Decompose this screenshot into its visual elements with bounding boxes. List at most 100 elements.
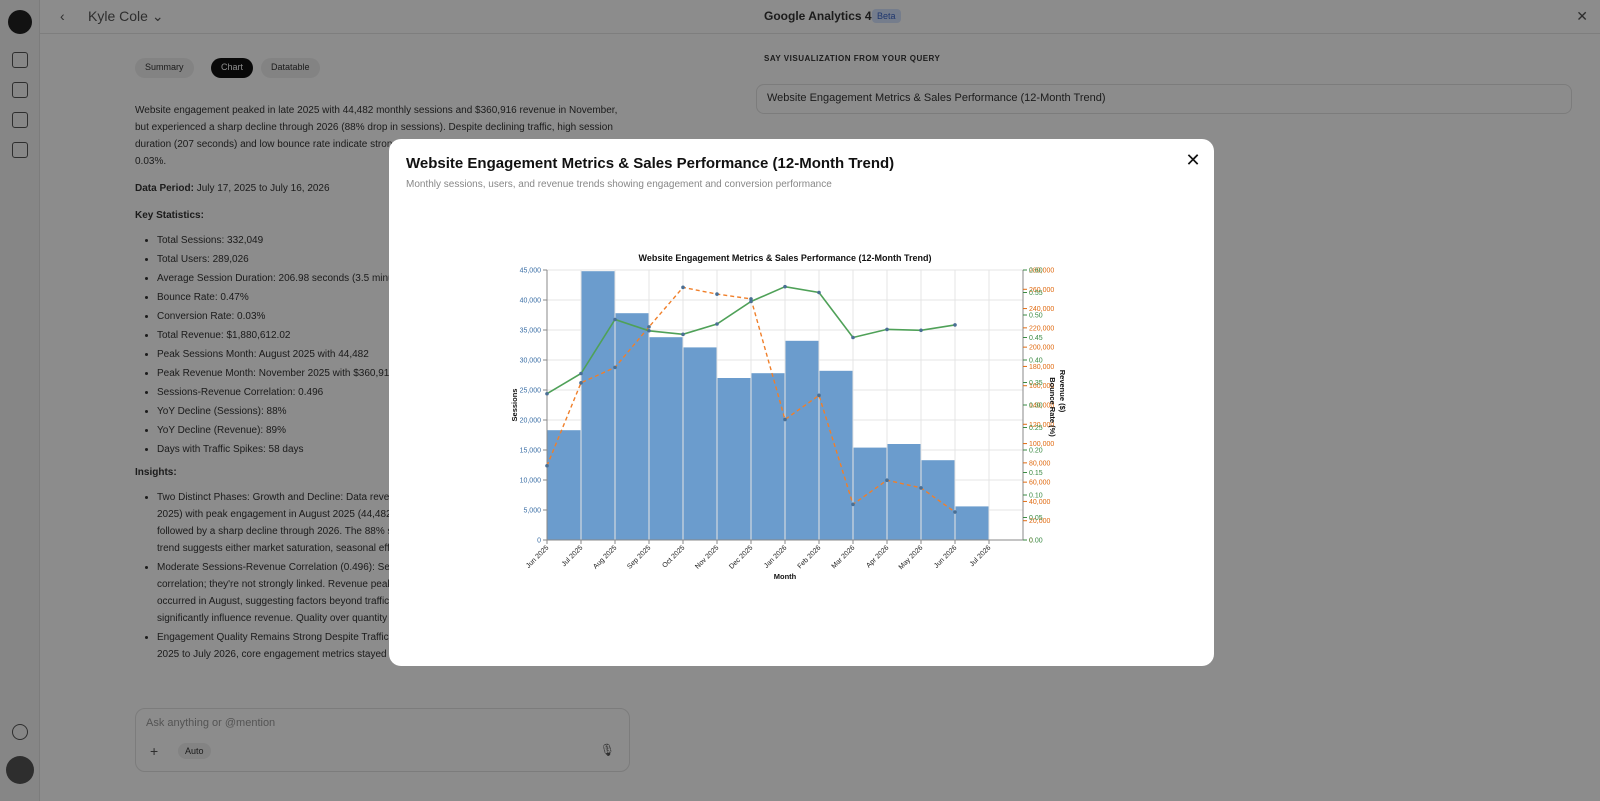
beta-badge: Beta xyxy=(872,9,901,23)
bounce-tick-label: 0.60 xyxy=(1029,268,1043,275)
x-tick-label: Aug 2025 xyxy=(592,544,618,570)
bar-sessions xyxy=(615,313,649,540)
help-icon[interactable] xyxy=(12,724,28,740)
left-tick-label: 20,000 xyxy=(520,418,542,425)
revenue-point xyxy=(953,510,957,514)
key-stat-item: Sessions-Revenue Correlation: 0.496 xyxy=(157,384,625,401)
bounce-rate-point xyxy=(647,328,651,333)
data-period-label: Data Period: xyxy=(135,183,194,194)
tab-chart[interactable]: Chart xyxy=(211,58,254,78)
revenue-point xyxy=(783,417,787,422)
bar-sessions xyxy=(785,340,819,540)
revenue-point xyxy=(885,478,889,483)
revenue-tick-label: 100,000 xyxy=(1029,441,1054,448)
key-stat-item: Conversion Rate: 0.03% xyxy=(157,308,625,325)
workspace-name: Kyle Cole xyxy=(88,8,148,24)
revenue-point xyxy=(851,502,855,507)
revenue-point xyxy=(613,365,617,370)
revenue-tick-label: 80,000 xyxy=(1029,460,1051,467)
data-period-value: July 17, 2025 to July 16, 2026 xyxy=(196,183,330,194)
bounce-rate-point xyxy=(817,290,821,295)
x-tick-label: Oct 2025 xyxy=(661,544,686,569)
bar-sessions xyxy=(853,447,887,540)
modal-title: Website Engagement Metrics & Sales Perfo… xyxy=(406,155,895,172)
bounce-rate-point xyxy=(715,322,719,326)
revenue-tick-label: 120,000 xyxy=(1029,422,1054,429)
summary-intro: Website engagement peaked in late 2025 w… xyxy=(135,105,618,167)
bounce-tick-label: 0.50 xyxy=(1029,313,1043,320)
bounce-rate-point xyxy=(953,323,957,327)
revenue-tick-label: 280,000 xyxy=(1029,268,1054,275)
chart-title: Website Engagement Metrics & Sales Perfo… xyxy=(639,253,932,263)
revenue-tick-label: 200,000 xyxy=(1029,345,1054,352)
microphone-icon[interactable]: 🎙 xyxy=(599,743,615,757)
tab-summary[interactable]: Summary xyxy=(135,58,194,78)
bounce-rate-point xyxy=(681,332,685,337)
bounce-rate-point xyxy=(749,299,753,304)
left-tick-label: 45,000 xyxy=(520,268,542,275)
bounce-rate-point xyxy=(783,284,787,289)
bar-sessions xyxy=(683,347,717,540)
bounce-tick-label: 0.25 xyxy=(1029,425,1043,432)
bounce-tick-label: 0.00 xyxy=(1029,538,1043,545)
chat-input[interactable]: Ask anything or @mention xyxy=(146,717,276,729)
bar-sessions xyxy=(581,271,615,540)
tab-datatable[interactable]: Datatable xyxy=(261,58,320,78)
revenue-point xyxy=(817,393,821,398)
bar-sessions xyxy=(649,337,683,540)
revenue-tick-label: 160,000 xyxy=(1029,383,1054,390)
bar-sessions xyxy=(751,373,785,540)
bounce-rate-point xyxy=(919,328,923,333)
key-stat-item: Days with Traffic Spikes: 58 days xyxy=(157,441,625,458)
bar-sessions xyxy=(819,370,853,540)
x-tick-label: Mar 2026 xyxy=(831,544,857,570)
layers-icon[interactable] xyxy=(12,142,28,158)
close-icon[interactable]: ✕ xyxy=(1185,150,1201,170)
x-tick-label: Feb 2026 xyxy=(797,544,823,570)
query-card[interactable]: Website Engagement Metrics & Sales Perfo… xyxy=(756,84,1572,114)
modal-subtitle: Monthly sessions, users, and revenue tre… xyxy=(406,179,832,190)
chevron-down-icon: ⌄ xyxy=(151,8,164,24)
bounce-rate-point xyxy=(851,335,855,340)
bounce-tick-label: 0.45 xyxy=(1029,335,1043,342)
key-stat-item: Peak Sessions Month: August 2025 with 44… xyxy=(157,346,625,363)
revenue-point xyxy=(647,325,651,329)
bounce-rate-point xyxy=(545,391,549,396)
revenue-tick-label: 60,000 xyxy=(1029,480,1051,487)
x-axis-title: Month xyxy=(774,572,797,581)
revenue-tick-label: 0 xyxy=(1029,538,1033,545)
key-stat-item: Total Sessions: 332,049 xyxy=(157,232,625,249)
chart-modal: Website Engagement Metrics & Sales Perfo… xyxy=(389,139,1214,666)
left-tick-label: 35,000 xyxy=(520,328,542,335)
x-tick-label: May 2026 xyxy=(898,544,925,571)
left-tick-label: 40,000 xyxy=(520,298,542,305)
grid-icon[interactable] xyxy=(12,82,28,98)
x-tick-label: Sep 2025 xyxy=(626,544,652,570)
workspace-selector[interactable]: Kyle Cole ⌄ xyxy=(88,8,164,25)
user-avatar[interactable] xyxy=(6,756,34,784)
back-icon[interactable]: ‹ xyxy=(60,8,65,24)
left-tick-label: 5,000 xyxy=(523,508,541,515)
app-logo-icon[interactable] xyxy=(8,10,32,34)
revenue-point xyxy=(749,297,753,301)
chart-container: Website Engagement Metrics & Sales Perfo… xyxy=(509,249,1069,594)
mode-selector[interactable]: Auto xyxy=(178,743,211,759)
bounce-rate-point xyxy=(885,327,889,332)
bounce-tick-label: 0.40 xyxy=(1029,358,1043,365)
bar-sessions xyxy=(955,506,989,540)
plus-icon[interactable]: + xyxy=(150,743,159,759)
revenue-tick-label: 220,000 xyxy=(1029,325,1054,332)
edit-icon[interactable] xyxy=(12,52,28,68)
bounce-rate-point xyxy=(613,317,617,322)
insight-item: Engagement Quality Remains Strong Despit… xyxy=(157,629,625,663)
revenue-point xyxy=(919,486,923,490)
key-stat-item: Average Session Duration: 206.98 seconds… xyxy=(157,270,625,287)
panel-close-icon[interactable]: ✕ xyxy=(1576,8,1588,24)
key-stat-item: YoY Decline (Sessions): 88% xyxy=(157,403,625,420)
right-panel: SAY VISUALIZATION FROM YOUR QUERY Websit… xyxy=(724,34,1600,801)
revenue-tick-label: 260,000 xyxy=(1029,287,1054,294)
x-tick-label: Jun 2026 xyxy=(933,544,958,569)
key-stat-item: Total Users: 289,026 xyxy=(157,251,625,268)
x-tick-label: Apr 2026 xyxy=(865,544,890,569)
folder-icon[interactable] xyxy=(12,112,28,128)
